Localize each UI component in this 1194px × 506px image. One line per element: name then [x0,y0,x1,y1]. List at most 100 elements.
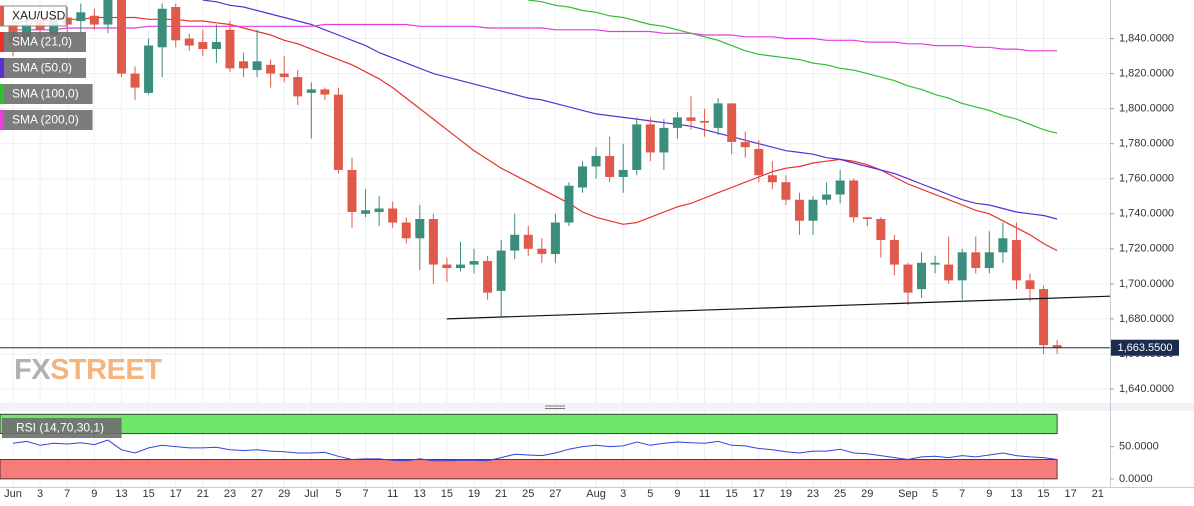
y-tick-label: 1,640.0000 [1119,383,1174,395]
candle-body [998,238,1008,253]
candle-body [428,219,438,265]
candle-body [672,117,682,128]
x-tick-label: 13 [1010,488,1022,500]
candle-body [361,210,371,214]
candle-body [279,73,289,78]
legend-label: SMA (50,0) [12,61,72,75]
candle-body [632,124,642,170]
legend-swatch [0,32,4,52]
legend-swatch [0,110,4,130]
candle-body [889,240,899,265]
candle-body [971,252,981,269]
y-tick-label: 1,680.0000 [1119,313,1174,325]
candle-body [469,261,479,265]
overbought-zone [0,413,1058,435]
candle-body [605,155,615,177]
x-tick-label: 15 [142,488,154,500]
candle-body [62,17,72,25]
candle-body [767,175,777,183]
candle-body [781,182,791,200]
candle-body [957,252,967,281]
y-tick-label: 1,760.0000 [1119,173,1174,185]
x-tick-label: 19 [468,488,480,500]
candle-body [727,103,737,142]
candle-body [1052,345,1062,348]
x-tick-label: 19 [780,488,792,500]
watermark-prefix: FX [14,354,51,386]
candle-body [984,252,994,269]
trendline [446,295,1110,320]
legend: XAU/USD SMA (21,0) SMA (50,0) SMA (100,0) SM… [0,5,122,438]
x-tick-label: 13 [115,488,127,500]
legend-label: XAU/USD [12,9,66,23]
candle-body [171,7,181,41]
candle-body [537,248,547,255]
y-tick-label: 1,840.0000 [1119,32,1174,44]
candle-body [347,169,357,213]
watermark: FXSTREET [14,354,162,386]
candle-body [184,38,194,46]
candle-body [157,8,167,48]
rsi-legend-label: RSI (14,70,30,1) [16,421,104,435]
rsi-tick-label: 50.0000 [1119,440,1159,452]
candle-body [564,185,574,223]
x-tick-label: 21 [495,488,507,500]
candle-body [1039,289,1049,346]
y-tick-label: 1,820.0000 [1119,67,1174,79]
legend-swatch [0,6,4,26]
watermark-suffix: STREET [50,354,162,386]
sma-line [528,0,1058,134]
x-tick-label: 27 [251,488,263,500]
x-tick-label: 9 [674,488,680,500]
candle-body [578,166,588,188]
candle-body [401,222,411,239]
x-tick-label: 25 [834,488,846,500]
candle-body [442,264,452,269]
sma-line [202,0,1058,220]
candle-body [591,155,601,167]
x-tick-label: 11 [699,488,710,500]
candle-body [89,15,99,25]
x-tick-label: 23 [807,488,819,500]
candle-body [293,77,303,97]
candle-body [523,234,533,249]
x-tick-label: 5 [932,488,938,500]
x-tick-label: 15 [441,488,453,500]
x-tick-label: 29 [861,488,873,500]
candle-body [1011,240,1021,281]
x-tick-label: 5 [335,488,341,500]
y-tick-label: 1,700.0000 [1119,278,1174,290]
legend-box [0,5,67,27]
x-tick-label: 7 [64,488,70,500]
y-tick-label: 1,740.0000 [1119,208,1174,220]
x-tick-label: 9 [986,488,992,500]
candle-body [320,89,330,95]
candle-body [1025,280,1035,290]
last-price-box [1111,339,1179,356]
axes: Jun 3 7 9 13 15 17 21 23 27 29 Jul 5 7 11 13 15 19 21 25 27 A… [4,32,1179,500]
x-tick-label: 17 [753,488,765,500]
candle-body [415,219,425,239]
legend-label: SMA (100,0) [12,87,79,101]
y-tick-label: 1,780.0000 [1119,138,1174,150]
rsi-panel [0,413,1058,480]
x-tick-label: 7 [959,488,965,500]
x-tick-label: 21 [197,488,209,500]
candle-body [794,199,804,221]
rsi-tick-label: 0.0000 [1119,473,1153,485]
x-tick-label: 3 [620,488,626,500]
x-tick-label: 15 [726,488,738,500]
candle-body [754,148,764,176]
candle-body [618,169,628,177]
candle-body [388,208,398,223]
candle-body [144,45,154,93]
candle-body [876,219,886,241]
legend-box [0,110,93,130]
candle-body [198,42,208,50]
candle-body [903,264,913,293]
candle-body [822,194,832,200]
x-tick-label: 25 [522,488,534,500]
x-tick-label: 5 [647,488,653,500]
candle-body [374,208,384,213]
